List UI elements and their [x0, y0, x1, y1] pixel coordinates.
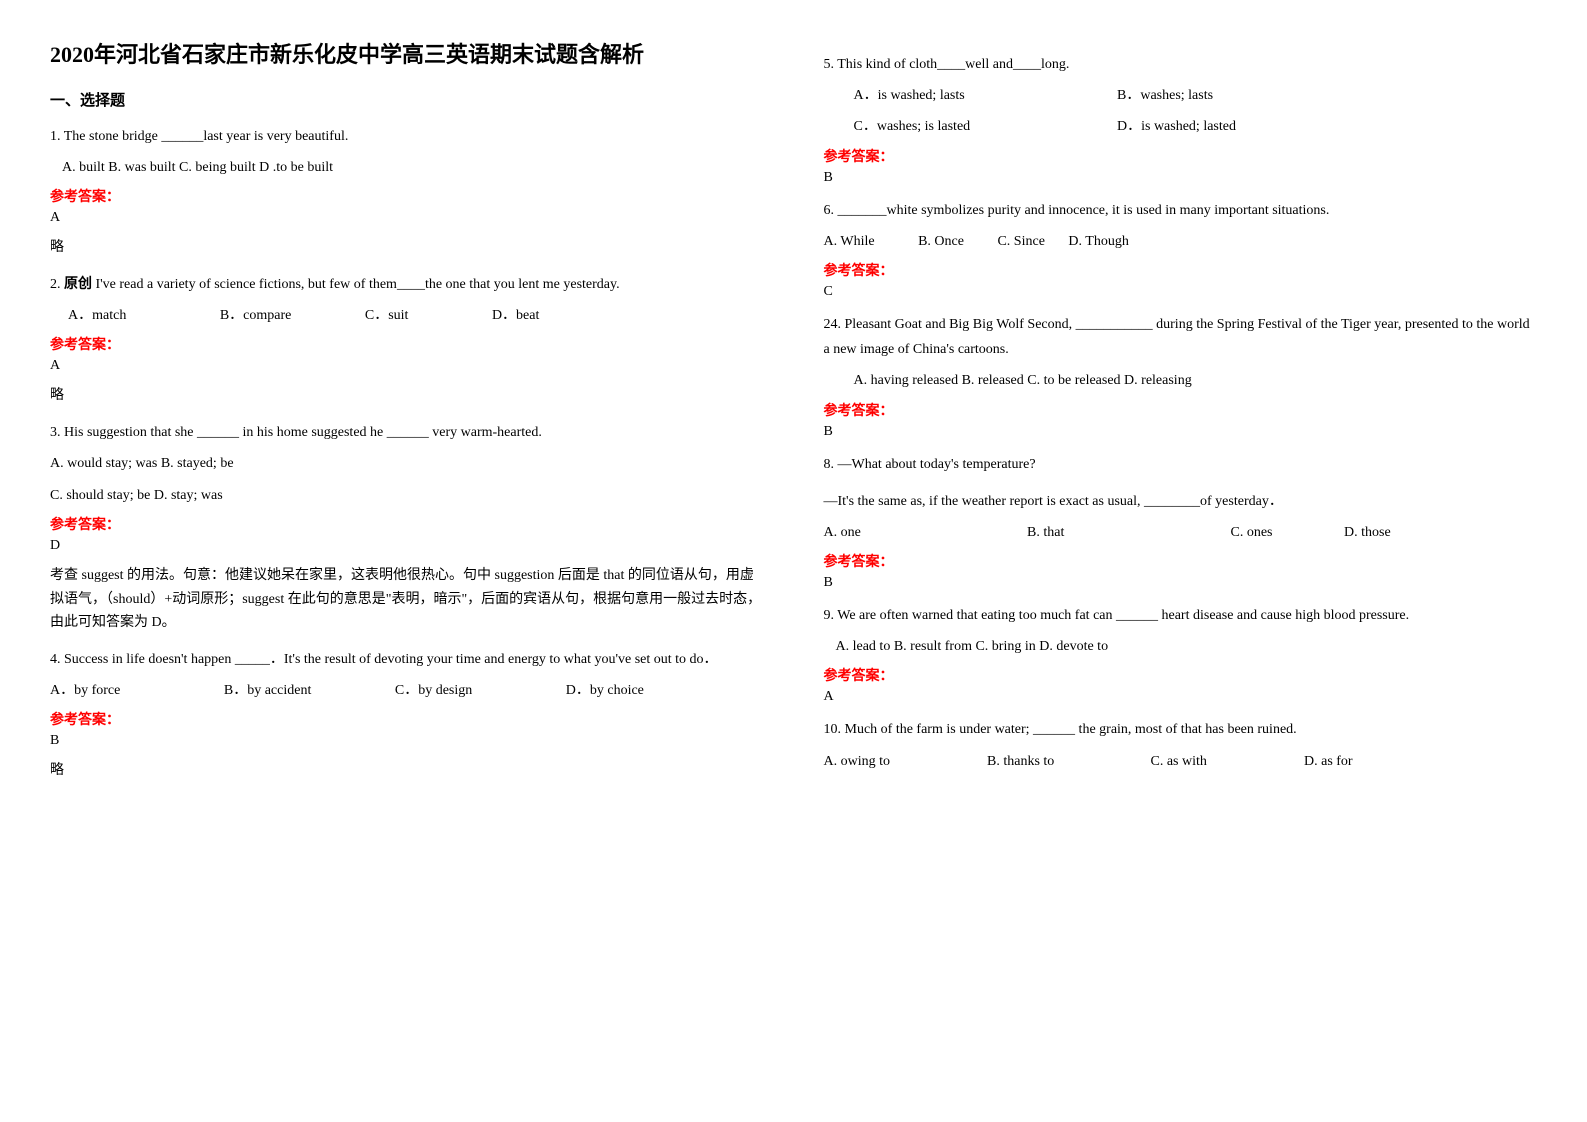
q6-d: D. Though	[1068, 229, 1128, 254]
q5-row1: A．is washed; lasts B．washes; lasts	[824, 83, 1538, 108]
q3-answer: D	[50, 538, 764, 554]
q8-d: D. those	[1344, 520, 1391, 545]
answer-label: 参考答案：	[824, 665, 1538, 685]
q2-answer: A	[50, 358, 764, 374]
q2-prefix: 2.	[50, 277, 64, 292]
answer-label: 参考答案：	[50, 709, 764, 729]
q4-d: D．by choice	[566, 678, 644, 703]
answer-label: 参考答案：	[824, 551, 1538, 571]
q4-b: B．by accident	[224, 678, 311, 703]
q2-tag: 原创	[64, 277, 92, 292]
q2-a: A．match	[68, 303, 126, 328]
q8-answer: B	[824, 575, 1538, 591]
answer-label: 参考答案：	[824, 260, 1538, 280]
q10-options: A. owing to B. thanks to C. as with D. a…	[824, 749, 1538, 774]
q5-text: 5. This kind of cloth____well and____lon…	[824, 52, 1538, 77]
q10-b: B. thanks to	[987, 749, 1147, 774]
q8-options: A. one B. that C. ones D. those	[824, 520, 1538, 545]
q9-answer: A	[824, 689, 1538, 705]
q2-text: 2. 原创 I've read a variety of science fic…	[50, 272, 764, 297]
answer-label: 参考答案：	[50, 186, 764, 206]
exam-title: 2020年河北省石家庄市新乐化皮中学高三英语期末试题含解析	[50, 40, 764, 71]
q6-b: B. Once	[918, 229, 964, 254]
q2-body: I've read a variety of science fictions,…	[92, 277, 620, 292]
q2-d: D．beat	[492, 303, 539, 328]
q1-note: 略	[50, 236, 764, 260]
q8-a: A. one	[824, 520, 1024, 545]
q3-explanation: 考查 suggest 的用法。句意：他建议她呆在家里，这表明他很热心。句中 su…	[50, 564, 764, 635]
q5-c: C．washes; is lasted	[854, 114, 1114, 139]
q3-line2: C. should stay; be D. stay; was	[50, 483, 764, 508]
answer-label: 参考答案：	[824, 400, 1538, 420]
q6-c: C. Since	[997, 229, 1044, 254]
q8-b: B. that	[1027, 520, 1227, 545]
q10-c: C. as with	[1151, 749, 1301, 774]
section-heading: 一、选择题	[50, 89, 764, 110]
q7-text: 24. Pleasant Goat and Big Big Wolf Secon…	[824, 312, 1538, 362]
q4-options: A．by force B．by accident C．by design D．b…	[50, 678, 764, 703]
q4-a: A．by force	[50, 678, 120, 703]
q4-answer: B	[50, 733, 764, 749]
q6-a: A. While	[824, 229, 875, 254]
q10-a: A. owing to	[824, 749, 984, 774]
q9-options: A. lead to B. result from C. bring in D.…	[824, 634, 1538, 659]
answer-label: 参考答案：	[50, 334, 764, 354]
q8-c: C. ones	[1231, 520, 1341, 545]
q5-row2: C．washes; is lasted D．is washed; lasted	[824, 114, 1538, 139]
q10-text: 10. Much of the farm is under water; ___…	[824, 717, 1538, 742]
q3-text: 3. His suggestion that she ______ in his…	[50, 420, 764, 445]
left-column: 2020年河北省石家庄市新乐化皮中学高三英语期末试题含解析 一、选择题 1. T…	[50, 40, 764, 793]
q5-a: A．is washed; lasts	[854, 83, 1114, 108]
answer-label: 参考答案：	[824, 146, 1538, 166]
q7-answer: B	[824, 424, 1538, 440]
q2-note: 略	[50, 384, 764, 408]
answer-label: 参考答案：	[50, 514, 764, 534]
q2-options: A．match B．compare C．suit D．beat	[50, 303, 764, 328]
q4-note: 略	[50, 759, 764, 783]
q6-answer: C	[824, 284, 1538, 300]
q1-text: 1. The stone bridge ______last year is v…	[50, 124, 764, 149]
q1-options: A. built B. was built C. being built D .…	[50, 155, 764, 180]
q4-text: 4. Success in life doesn't happen _____．…	[50, 647, 764, 672]
q8-line2: —It's the same as, if the weather report…	[824, 489, 1538, 514]
q6-text: 6. _______white symbolizes purity and in…	[824, 198, 1538, 223]
q3-line1: A. would stay; was B. stayed; be	[50, 451, 764, 476]
q6-options: A. While B. Once C. Since D. Though	[824, 229, 1538, 254]
right-column: 5. This kind of cloth____well and____lon…	[824, 40, 1538, 793]
q10-d: D. as for	[1304, 749, 1353, 774]
q5-d: D．is washed; lasted	[1117, 114, 1236, 139]
q9-text: 9. We are often warned that eating too m…	[824, 603, 1538, 628]
q5-answer: B	[824, 170, 1538, 186]
q7-options: A. having released B. released C. to be …	[824, 368, 1538, 393]
q8-line1: 8. —What about today's temperature?	[824, 452, 1538, 477]
q5-b: B．washes; lasts	[1117, 83, 1213, 108]
q2-c: C．suit	[365, 303, 409, 328]
q2-b: B．compare	[220, 303, 292, 328]
exam-page: 2020年河北省石家庄市新乐化皮中学高三英语期末试题含解析 一、选择题 1. T…	[50, 40, 1537, 793]
q1-answer: A	[50, 210, 764, 226]
q4-c: C．by design	[395, 678, 472, 703]
